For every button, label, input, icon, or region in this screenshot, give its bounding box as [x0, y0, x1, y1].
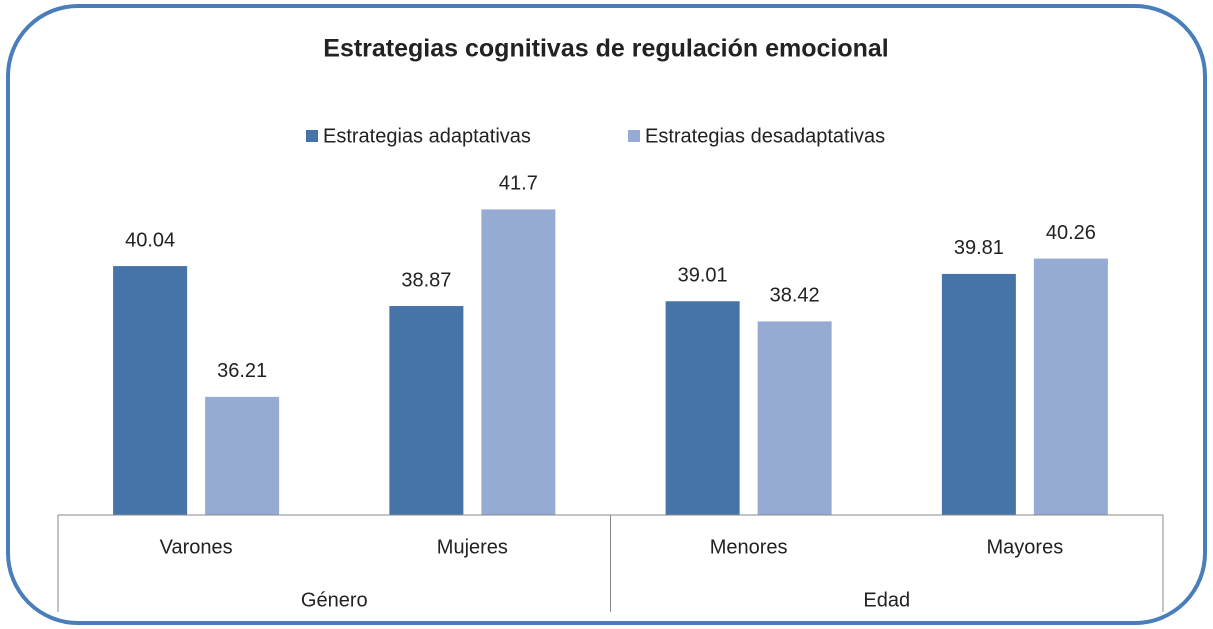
legend-swatch — [628, 130, 640, 142]
legend-label: Estrategias adaptativas — [323, 125, 531, 147]
bar — [389, 306, 464, 515]
x-tick-label: Mayores — [987, 536, 1064, 558]
chart-title: Estrategias cognitivas de regulación emo… — [323, 35, 888, 63]
group-label: Género — [301, 589, 368, 611]
data-label: 40.26 — [1046, 222, 1096, 244]
data-label: 39.01 — [678, 265, 728, 287]
bar — [665, 301, 740, 515]
bar — [113, 266, 188, 515]
bar — [757, 321, 832, 515]
x-tick-label: Mujeres — [437, 536, 508, 558]
x-tick-label: Varones — [160, 536, 233, 558]
data-label: 36.21 — [217, 360, 267, 382]
legend-swatch — [306, 130, 318, 142]
chart-frame — [6, 4, 1207, 625]
bar — [205, 396, 280, 515]
data-label: 41.7 — [499, 173, 538, 195]
bar — [941, 273, 1016, 515]
legend-label: Estrategias desadaptativas — [645, 125, 885, 147]
data-label: 40.04 — [125, 229, 175, 251]
x-tick-label: Menores — [710, 536, 788, 558]
bar — [1033, 258, 1108, 515]
bar — [481, 209, 556, 515]
data-label: 39.81 — [954, 237, 1004, 259]
data-label: 38.87 — [401, 269, 451, 291]
group-label: Edad — [863, 589, 910, 611]
data-label: 38.42 — [770, 285, 820, 307]
